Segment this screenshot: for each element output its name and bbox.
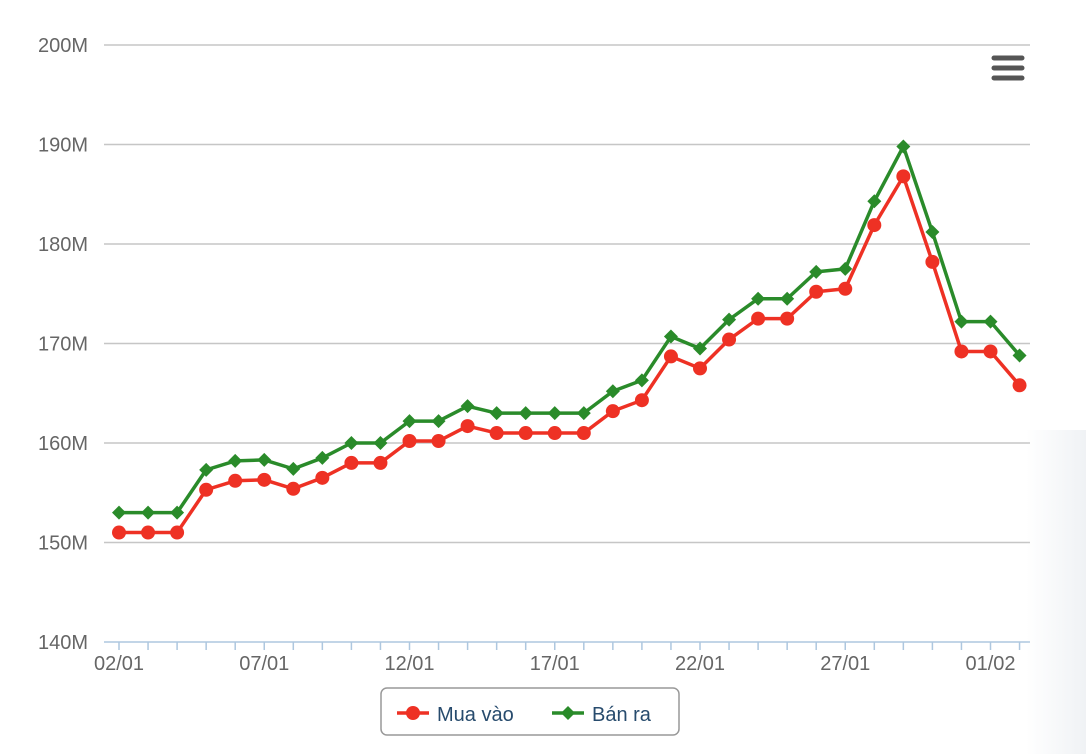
data-point[interactable] bbox=[925, 225, 940, 240]
x-tick-label: 22/01 bbox=[675, 653, 725, 675]
data-point[interactable] bbox=[402, 414, 417, 429]
data-point[interactable] bbox=[547, 406, 562, 421]
data-point[interactable] bbox=[431, 434, 446, 449]
data-point[interactable] bbox=[547, 426, 562, 441]
data-point[interactable] bbox=[257, 472, 272, 487]
legend-marker bbox=[561, 706, 575, 720]
data-point[interactable] bbox=[809, 264, 824, 279]
y-tick-label: 160M bbox=[38, 433, 88, 455]
data-point[interactable] bbox=[838, 281, 853, 296]
y-tick-label: 140M bbox=[38, 632, 88, 654]
data-point[interactable] bbox=[954, 344, 969, 359]
y-tick-label: 180M bbox=[38, 234, 88, 256]
data-point[interactable] bbox=[170, 505, 185, 520]
data-point[interactable] bbox=[460, 419, 475, 434]
legend: Mua vào Bán ra bbox=[380, 687, 680, 736]
data-point[interactable] bbox=[693, 361, 707, 376]
data-point[interactable] bbox=[605, 404, 620, 419]
data-point[interactable] bbox=[286, 481, 301, 496]
legend-marker bbox=[406, 706, 420, 720]
data-point[interactable] bbox=[751, 311, 766, 326]
data-point[interactable] bbox=[286, 461, 301, 476]
legend-item[interactable]: Bán ra bbox=[552, 704, 652, 726]
data-point[interactable] bbox=[373, 455, 388, 470]
data-point[interactable] bbox=[576, 406, 591, 421]
data-point[interactable] bbox=[402, 434, 417, 449]
data-point[interactable] bbox=[663, 349, 678, 364]
series-line-1[interactable] bbox=[117, 174, 1022, 535]
data-point[interactable] bbox=[315, 450, 330, 465]
data-point[interactable] bbox=[373, 436, 388, 450]
data-point[interactable] bbox=[663, 329, 678, 344]
data-point[interactable] bbox=[112, 525, 126, 540]
grid-lines bbox=[104, 44, 1030, 544]
data-point[interactable] bbox=[460, 399, 475, 414]
data-point[interactable] bbox=[983, 314, 998, 329]
legend-item[interactable]: Mua vào bbox=[397, 704, 514, 726]
data-point[interactable] bbox=[983, 344, 998, 359]
data-point[interactable] bbox=[838, 261, 853, 276]
data-point[interactable] bbox=[112, 505, 126, 520]
legend-box bbox=[380, 687, 680, 736]
y-tick-label: 150M bbox=[38, 533, 88, 555]
chart-menu-button[interactable] bbox=[982, 48, 1034, 90]
data-point[interactable] bbox=[518, 426, 533, 441]
data-point[interactable] bbox=[925, 254, 940, 269]
data-point[interactable] bbox=[634, 373, 649, 388]
data-point[interactable] bbox=[489, 426, 504, 441]
legend-label: Bán ra bbox=[592, 704, 652, 726]
data-point[interactable] bbox=[344, 436, 359, 450]
x-tick-label: 02/01 bbox=[94, 653, 144, 675]
data-point[interactable] bbox=[1012, 378, 1027, 393]
data-point[interactable] bbox=[141, 505, 156, 520]
data-point[interactable] bbox=[634, 393, 649, 408]
data-point[interactable] bbox=[315, 470, 330, 485]
menu-icon bbox=[991, 55, 1025, 81]
data-point[interactable] bbox=[722, 312, 737, 327]
data-point[interactable] bbox=[518, 406, 533, 421]
series-layer bbox=[112, 139, 1027, 540]
data-point[interactable] bbox=[228, 453, 243, 468]
data-point[interactable] bbox=[896, 169, 911, 184]
data-point[interactable] bbox=[693, 341, 707, 356]
legend-label: Mua vào bbox=[437, 704, 514, 726]
data-point[interactable] bbox=[199, 482, 214, 497]
data-point[interactable] bbox=[199, 462, 214, 477]
y-tick-label: 190M bbox=[38, 135, 88, 157]
data-point[interactable] bbox=[867, 194, 882, 209]
data-point[interactable] bbox=[431, 414, 446, 429]
x-tick-label: 12/01 bbox=[384, 653, 434, 675]
y-tick-label: 200M bbox=[38, 35, 88, 57]
data-point[interactable] bbox=[344, 455, 359, 470]
data-point[interactable] bbox=[170, 525, 185, 540]
data-point[interactable] bbox=[751, 291, 766, 306]
data-point[interactable] bbox=[257, 452, 272, 467]
axes: 140M 150M 160M 170M 180M 190M 200M 02/01 07/01 12… bbox=[38, 35, 1030, 675]
data-point[interactable] bbox=[576, 426, 591, 441]
y-tick-label: 170M bbox=[38, 334, 88, 356]
x-tick-label: 07/01 bbox=[239, 653, 289, 675]
data-point[interactable] bbox=[954, 314, 969, 329]
data-point[interactable] bbox=[228, 473, 243, 488]
data-point[interactable] bbox=[867, 218, 882, 233]
data-point[interactable] bbox=[1012, 348, 1027, 363]
data-point[interactable] bbox=[780, 291, 795, 306]
series-line-2[interactable] bbox=[117, 144, 1022, 515]
data-point[interactable] bbox=[141, 525, 156, 540]
x-tick-label: 17/01 bbox=[530, 653, 580, 675]
data-point[interactable] bbox=[780, 311, 795, 326]
data-point[interactable] bbox=[809, 284, 824, 299]
x-tick-label: 27/01 bbox=[820, 653, 870, 675]
data-point[interactable] bbox=[605, 384, 620, 399]
x-tick-label: 01/02 bbox=[965, 653, 1015, 675]
data-point[interactable] bbox=[489, 406, 504, 421]
data-point[interactable] bbox=[722, 332, 737, 347]
data-point[interactable] bbox=[896, 139, 911, 154]
